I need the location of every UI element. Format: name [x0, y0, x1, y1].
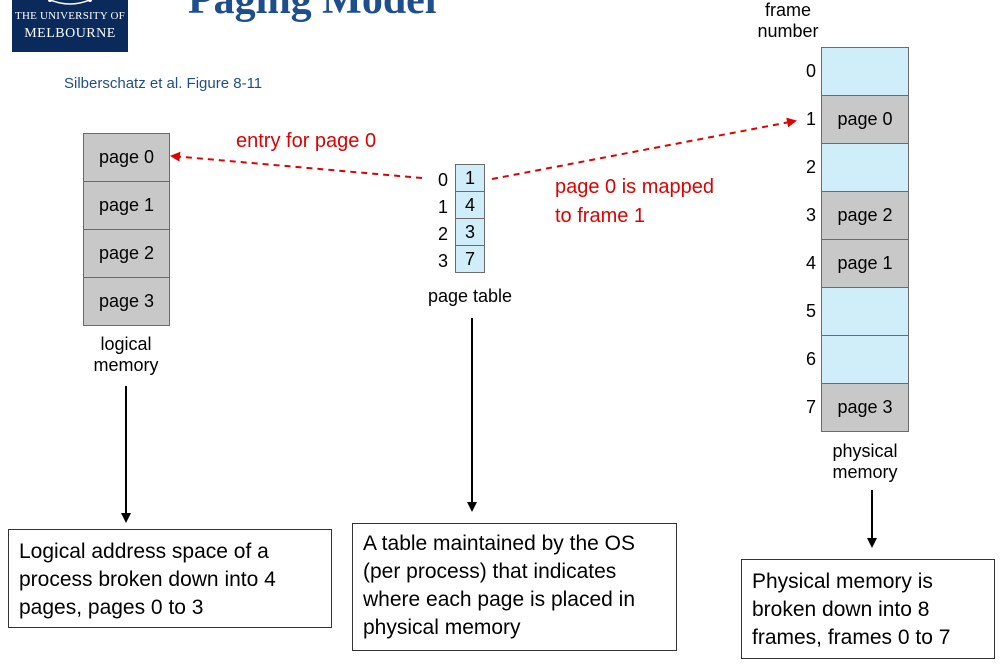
note-table-line1: A table maintained by the OS	[363, 530, 666, 558]
note-physical-line2: broken down into 8	[752, 596, 984, 624]
note-logical: Logical address space of a process broke…	[8, 529, 332, 628]
arrow-to-logical-page-0	[172, 156, 422, 178]
note-table-line2: (per process) that indicates	[363, 558, 666, 586]
note-logical-line3: pages, pages 0 to 3	[19, 594, 321, 622]
arrow-to-frame-1	[492, 121, 795, 179]
note-table-line3: where each page is placed in	[363, 586, 666, 614]
note-physical: Physical memory is broken down into 8 fr…	[741, 559, 995, 659]
note-page-table: A table maintained by the OS (per proces…	[352, 523, 677, 651]
note-table-line4: physical memory	[363, 614, 666, 642]
note-logical-line1: Logical address space of a	[19, 538, 321, 566]
note-physical-line1: Physical memory is	[752, 568, 984, 596]
note-logical-line2: process broken down into 4	[19, 566, 321, 594]
note-physical-line3: frames, frames 0 to 7	[752, 624, 984, 652]
